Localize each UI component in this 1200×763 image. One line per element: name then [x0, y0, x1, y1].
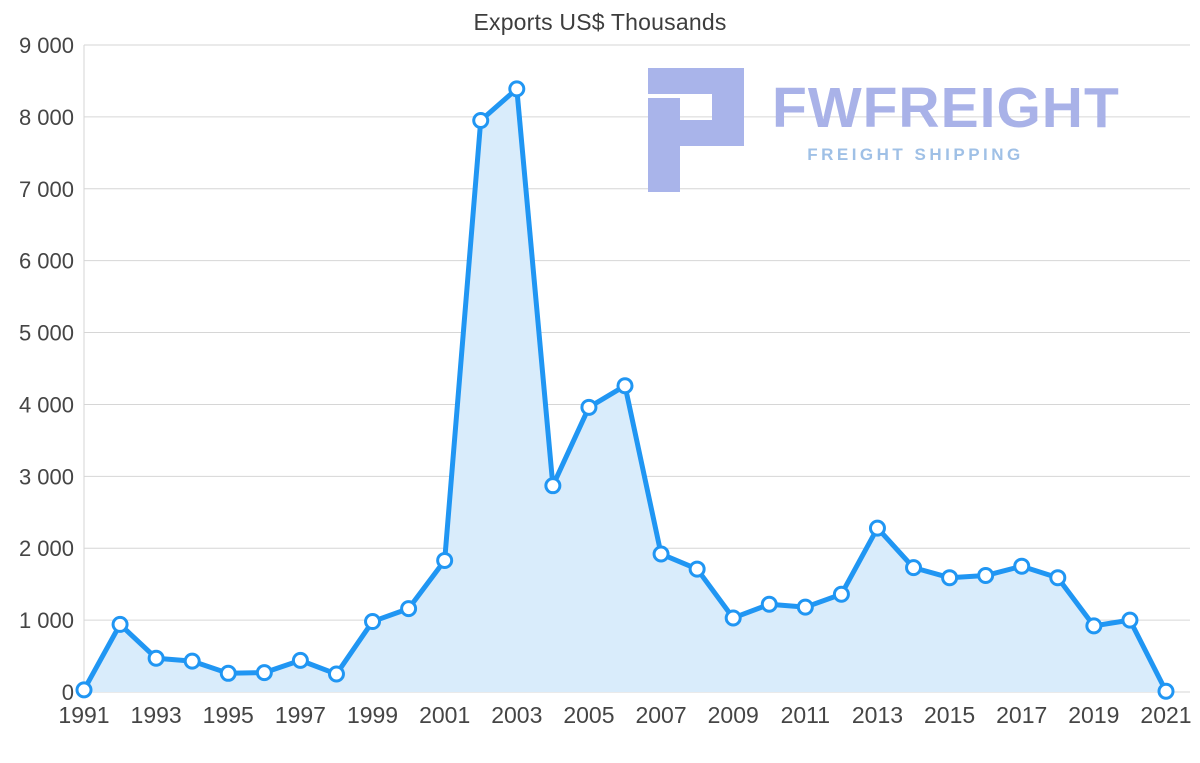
x-tick-label: 1997 [275, 702, 326, 728]
x-tick-label: 1993 [131, 702, 182, 728]
x-tick-label: 2009 [708, 702, 759, 728]
data-point-2002 [472, 111, 490, 129]
x-tick-label: 2001 [419, 702, 470, 728]
data-point-2013 [868, 519, 886, 537]
x-tick-label: 2019 [1068, 702, 1119, 728]
data-point-2012 [832, 585, 850, 603]
data-point-2017 [1013, 557, 1031, 575]
y-tick-label: 1 000 [19, 608, 74, 633]
data-point-2010 [760, 595, 778, 613]
data-point-2003 [508, 80, 526, 98]
data-point-1995 [219, 664, 237, 682]
data-point-2005 [580, 398, 598, 416]
y-tick-label: 0 [62, 680, 74, 705]
data-point-2019 [1085, 617, 1103, 635]
y-tick-label: 4 000 [19, 392, 74, 417]
data-point-1998 [327, 665, 345, 683]
x-tick-label: 2007 [635, 702, 686, 728]
data-point-2018 [1049, 569, 1067, 587]
x-tick-label: 2005 [563, 702, 614, 728]
y-tick-label: 8 000 [19, 105, 74, 130]
x-tick-label: 1995 [203, 702, 254, 728]
data-point-2015 [941, 569, 959, 587]
x-tick-label: 2015 [924, 702, 975, 728]
data-point-2020 [1121, 611, 1139, 629]
data-point-2008 [688, 560, 706, 578]
data-point-1991 [75, 681, 93, 699]
x-tick-label: 2003 [491, 702, 542, 728]
data-point-2004 [544, 477, 562, 495]
data-point-1999 [364, 613, 382, 631]
y-tick-label: 2 000 [19, 536, 74, 561]
y-tick-label: 9 000 [19, 33, 74, 58]
data-point-2000 [400, 600, 418, 618]
data-point-2014 [905, 559, 923, 577]
data-point-1996 [255, 664, 273, 682]
data-point-2006 [616, 377, 634, 395]
x-tick-label: 2013 [852, 702, 903, 728]
y-tick-label: 5 000 [19, 321, 74, 346]
data-point-2007 [652, 545, 670, 563]
data-point-1993 [147, 649, 165, 667]
y-tick-label: 6 000 [19, 249, 74, 274]
data-point-1997 [291, 651, 309, 669]
x-tick-label: 1991 [58, 702, 109, 728]
data-point-2021 [1157, 682, 1175, 700]
data-point-2001 [436, 551, 454, 569]
data-point-2009 [724, 609, 742, 627]
x-tick-label: 2011 [781, 702, 830, 728]
chart-title: Exports US$ Thousands [473, 9, 727, 35]
data-point-2011 [796, 598, 814, 616]
x-tick-label: 1999 [347, 702, 398, 728]
x-tick-label: 2017 [996, 702, 1047, 728]
data-point-2016 [977, 567, 995, 585]
y-tick-label: 7 000 [19, 177, 74, 202]
x-tick-label: 2021 [1140, 702, 1191, 728]
data-point-1992 [111, 615, 129, 633]
y-tick-label: 3 000 [19, 464, 74, 489]
data-point-1994 [183, 652, 201, 670]
